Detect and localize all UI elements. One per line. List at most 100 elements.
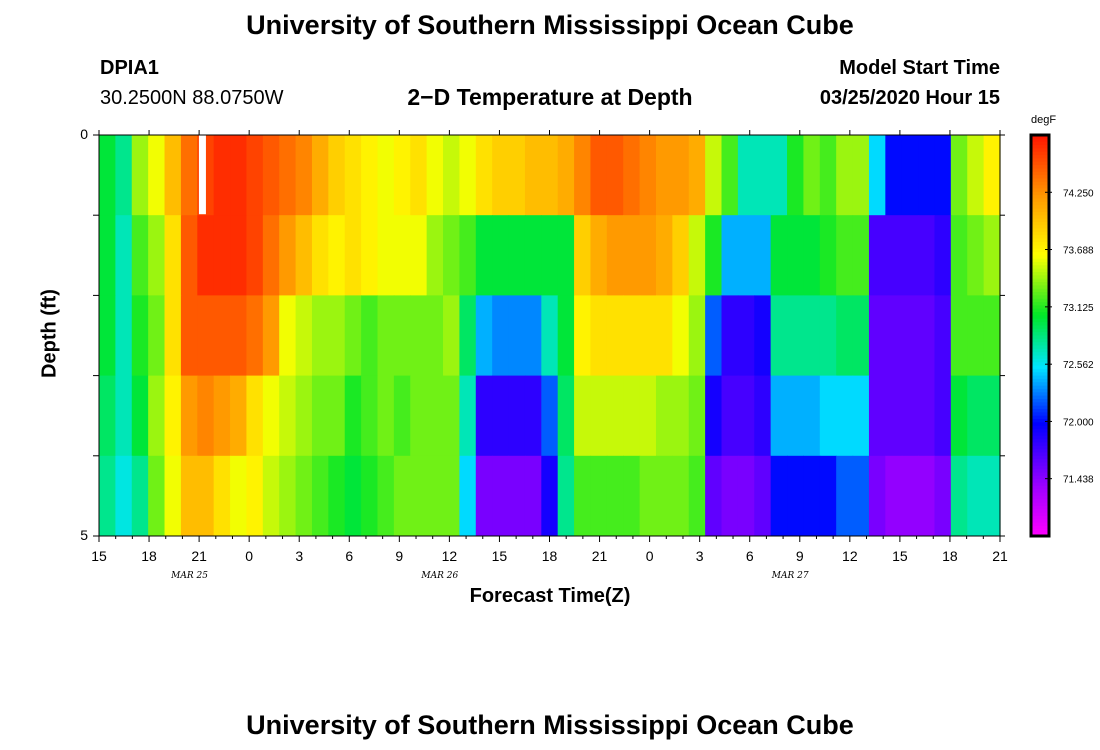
colorbar-segment	[1031, 292, 1049, 296]
heatmap-cell	[754, 215, 772, 296]
colorbar-segment	[1031, 375, 1049, 380]
heatmap-cell	[492, 375, 510, 457]
heatmap-cell	[180, 375, 198, 457]
heatmap-cell	[180, 295, 198, 376]
colorbar-segment	[1031, 495, 1049, 500]
heatmap-cell	[574, 455, 592, 537]
model-start-label: Model Start Time	[839, 57, 1000, 79]
colorbar-segment	[1031, 525, 1049, 530]
colorbar-segment	[1031, 459, 1049, 463]
colorbar-segment	[1031, 435, 1049, 440]
chart-axes: 15 18 21 0 3 6 9 12 15 18 21 0 3 6 9 12 15 18 21 MAR 25 MAR …	[91, 130, 1008, 581]
heatmap-cell	[836, 455, 854, 537]
x-tick-label: 3	[295, 548, 303, 564]
heatmap-cell	[492, 135, 510, 216]
heatmap-cell	[99, 215, 116, 296]
heatmap-cell	[590, 295, 608, 376]
heatmap-cell	[508, 215, 526, 296]
colorbar-segment	[1031, 171, 1049, 176]
heatmap-cell	[574, 295, 592, 376]
colorbar-segment	[1031, 348, 1049, 353]
colorbar-segment	[1031, 285, 1049, 290]
bottom-title: University of Southern Mississippi Ocean…	[246, 710, 854, 740]
colorbar-segment	[1031, 479, 1049, 484]
colorbar-segment	[1031, 282, 1049, 286]
heatmap-cell	[770, 375, 788, 457]
heatmap-cell	[639, 455, 657, 537]
heatmap-cell	[868, 135, 886, 216]
heatmap-cell	[311, 375, 329, 457]
heatmap-cell	[819, 455, 837, 537]
colorbar-segment	[1031, 368, 1049, 373]
heatmap-cell	[541, 455, 559, 537]
heatmap-cell	[672, 295, 690, 376]
heatmap-cell	[262, 135, 280, 216]
heatmap-cell	[639, 215, 657, 296]
heatmap-cell	[410, 295, 428, 376]
colorbar-segment	[1031, 462, 1049, 467]
colorbar-segment	[1031, 288, 1049, 293]
heatmap-cell	[230, 135, 248, 216]
colorbar-segment	[1031, 211, 1049, 216]
heatmap-cell	[131, 135, 149, 216]
colorbar-segment	[1031, 365, 1049, 370]
heatmap-cell	[459, 135, 477, 216]
heatmap-cell	[328, 135, 346, 216]
heatmap-cell	[623, 135, 641, 216]
heatmap-cell	[344, 375, 362, 457]
heatmap-cells	[99, 135, 1001, 537]
heatmap-cell	[688, 135, 706, 216]
colorbar-segment	[1031, 409, 1049, 413]
colorbar-segment	[1031, 469, 1049, 474]
colorbar-segment	[1031, 138, 1049, 143]
heatmap-cell	[787, 215, 805, 296]
colorbar-segment	[1031, 155, 1049, 159]
colorbar-segment	[1031, 449, 1049, 453]
heatmap-cell	[574, 135, 592, 216]
heatmap-cell	[688, 375, 706, 457]
colorbar-segment	[1031, 148, 1049, 153]
heatmap-cell	[836, 215, 854, 296]
colorbar-segment	[1031, 422, 1049, 427]
x-tick-label: 18	[141, 548, 157, 564]
heatmap-cell	[443, 215, 460, 296]
heatmap-cell	[279, 295, 297, 376]
colorbar-segment	[1031, 522, 1049, 527]
heatmap-cell	[197, 455, 215, 537]
x-tick-label: 9	[796, 548, 804, 564]
heatmap-cell	[852, 135, 870, 216]
colorbar-segment	[1031, 198, 1049, 203]
x-tick-label: 0	[245, 548, 253, 564]
colorbar-segment	[1031, 452, 1049, 457]
heatmap-cell	[426, 455, 444, 537]
top-title: University of Southern Mississippi Ocean…	[246, 10, 854, 40]
colorbar-segment	[1031, 515, 1049, 520]
heatmap-cell	[885, 215, 903, 296]
heatmap-cell	[852, 295, 870, 376]
heatmap-cell	[426, 215, 444, 296]
colorbar-segment	[1031, 395, 1049, 400]
heatmap-cell	[443, 135, 460, 216]
heatmap-cell	[737, 375, 755, 457]
y-tick-label-top: 0	[80, 126, 88, 142]
heatmap-cell	[885, 135, 903, 216]
colorbar-segment	[1031, 228, 1049, 233]
heatmap-cell	[868, 215, 886, 296]
heatmap-cell	[443, 295, 460, 376]
colorbar-segment	[1031, 342, 1049, 347]
heatmap-cell	[230, 215, 248, 296]
colorbar-segment	[1031, 519, 1049, 524]
colorbar-tick-label: 73.125	[1063, 303, 1094, 314]
heatmap-cell	[295, 215, 313, 296]
heatmap-cell	[557, 295, 575, 376]
x-tick-label: 15	[492, 548, 508, 564]
x-tick-label: 12	[842, 548, 858, 564]
heatmap-cell	[459, 375, 477, 457]
heatmap-cell	[852, 455, 870, 537]
colorbar-segment	[1031, 191, 1049, 196]
colorbar-segment	[1031, 188, 1049, 193]
heatmap-cell	[574, 215, 592, 296]
colorbar-segment	[1031, 298, 1049, 303]
colorbar-segment	[1031, 218, 1049, 223]
heatmap-cell	[836, 135, 854, 216]
